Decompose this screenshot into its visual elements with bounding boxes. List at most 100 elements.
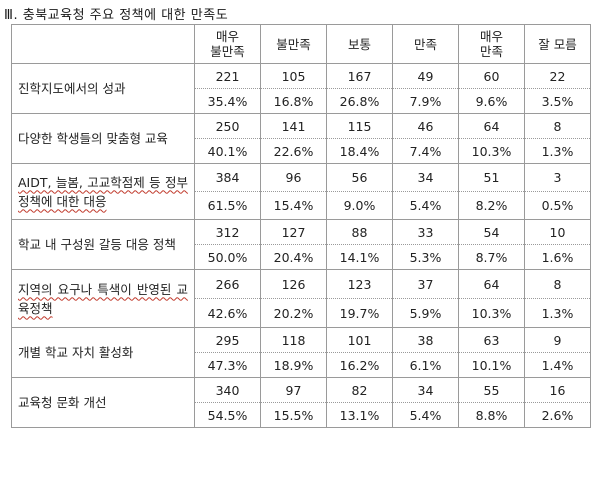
percent-cell: 61.5%: [194, 191, 261, 220]
table-row-count: 개별 학교 자치 활성화 295 118 101 38 63 9: [11, 327, 591, 378]
count-cell: 49: [392, 63, 459, 89]
count-cell: 51: [458, 163, 525, 192]
count-cell: 127: [260, 219, 327, 245]
table-row-percent: 35.4% 16.8% 26.8% 7.9% 9.6% 3.5%: [12, 88, 591, 114]
percent-cell: 10.3%: [458, 138, 525, 164]
percent-cell: 20.2%: [260, 298, 327, 328]
count-cell: 105: [260, 63, 327, 89]
row-label: 진학지도에서의 성과: [18, 81, 126, 96]
count-cell: 60: [458, 63, 525, 89]
table-row-percent: 50.0% 20.4% 14.1% 5.3% 8.7% 1.6%: [12, 244, 591, 270]
count-cell: 101: [326, 327, 393, 353]
percent-cell: 10.3%: [458, 298, 525, 328]
percent-cell: 50.0%: [194, 244, 261, 270]
percent-cell: 5.3%: [392, 244, 459, 270]
header-cell: 매우 불만족: [194, 24, 261, 64]
header-cell: 불만족: [260, 24, 327, 64]
row-label: 학교 내 구성원 갈등 대응 정책: [18, 237, 176, 252]
count-cell: 16: [524, 377, 591, 403]
table-row-count: AIDT, 늘봄, 고교학점제 등 정부 정책에 대한 대응 384 96 56 34 5…: [11, 163, 591, 220]
count-cell: 22: [524, 63, 591, 89]
row-label-cell: 개별 학교 자치 활성화: [11, 327, 195, 378]
percent-cell: 7.4%: [392, 138, 459, 164]
row-label-cell: 교육청 문화 개선: [11, 377, 195, 428]
count-cell: 56: [326, 163, 393, 192]
percent-cell: 5.4%: [392, 402, 459, 428]
count-cell: 96: [260, 163, 327, 192]
table-row-count: 진학지도에서의 성과 221 105 167 49 60 22: [11, 63, 591, 114]
count-cell: 123: [326, 269, 393, 299]
table-row-count: 다양한 학생들의 맞춤형 교육 250 141 115 46 64 8: [11, 113, 591, 164]
count-cell: 55: [458, 377, 525, 403]
percent-cell: 1.3%: [524, 138, 591, 164]
percent-cell: 35.4%: [194, 88, 261, 114]
count-cell: 54: [458, 219, 525, 245]
table-row-percent: 61.5% 15.4% 9.0% 5.4% 8.2% 0.5%: [12, 191, 591, 220]
count-cell: 250: [194, 113, 261, 139]
count-cell: 82: [326, 377, 393, 403]
table-row-percent: 40.1% 22.6% 18.4% 7.4% 10.3% 1.3%: [12, 138, 591, 164]
row-label-cell: 지역의 요구나 특색이 반영된 교육정책: [11, 269, 195, 328]
percent-cell: 42.6%: [194, 298, 261, 328]
percent-cell: 8.2%: [458, 191, 525, 220]
percent-cell: 40.1%: [194, 138, 261, 164]
row-label: 지역의 요구나 특색이 반영된 교육정책: [18, 281, 188, 316]
row-label: AIDT, 늘봄, 고교학점제 등 정부 정책에 대한 대응: [18, 174, 188, 209]
percent-cell: 19.7%: [326, 298, 393, 328]
percent-cell: 5.9%: [392, 298, 459, 328]
table-row-count: 지역의 요구나 특색이 반영된 교육정책 266 126 123 37 64 8: [11, 269, 591, 328]
percent-cell: 16.2%: [326, 352, 393, 378]
count-cell: 10: [524, 219, 591, 245]
count-cell: 33: [392, 219, 459, 245]
count-cell: 118: [260, 327, 327, 353]
count-cell: 37: [392, 269, 459, 299]
percent-cell: 18.4%: [326, 138, 393, 164]
table-row-count: 학교 내 구성원 갈등 대응 정책 312 127 88 33 54 10: [11, 219, 591, 270]
percent-cell: 26.8%: [326, 88, 393, 114]
percent-cell: 18.9%: [260, 352, 327, 378]
count-cell: 384: [194, 163, 261, 192]
count-cell: 34: [392, 163, 459, 192]
percent-cell: 8.7%: [458, 244, 525, 270]
percent-cell: 9.0%: [326, 191, 393, 220]
count-cell: 266: [194, 269, 261, 299]
count-cell: 312: [194, 219, 261, 245]
table-row-percent: 42.6% 20.2% 19.7% 5.9% 10.3% 1.3%: [12, 298, 591, 328]
satisfaction-table: 매우 불만족 불만족 보통 만족 매우 만족 잘 모름 진학지도에서의 성과 22…: [11, 24, 591, 428]
table-row-count: 교육청 문화 개선 340 97 82 34 55 16: [11, 377, 591, 428]
count-cell: 63: [458, 327, 525, 353]
count-cell: 34: [392, 377, 459, 403]
count-cell: 141: [260, 113, 327, 139]
header-cell: 잘 모름: [524, 24, 591, 64]
header-cell: 매우 만족: [458, 24, 525, 64]
percent-cell: 5.4%: [392, 191, 459, 220]
percent-cell: 7.9%: [392, 88, 459, 114]
percent-cell: 22.6%: [260, 138, 327, 164]
row-label: 다양한 학생들의 맞춤형 교육: [18, 131, 168, 146]
count-cell: 88: [326, 219, 393, 245]
percent-cell: 3.5%: [524, 88, 591, 114]
percent-cell: 1.6%: [524, 244, 591, 270]
count-cell: 9: [524, 327, 591, 353]
count-cell: 8: [524, 269, 591, 299]
count-cell: 97: [260, 377, 327, 403]
percent-cell: 47.3%: [194, 352, 261, 378]
percent-cell: 15.4%: [260, 191, 327, 220]
count-cell: 340: [194, 377, 261, 403]
percent-cell: 1.3%: [524, 298, 591, 328]
count-cell: 8: [524, 113, 591, 139]
count-cell: 221: [194, 63, 261, 89]
table-row-percent: 54.5% 15.5% 13.1% 5.4% 8.8% 2.6%: [12, 402, 591, 428]
percent-cell: 14.1%: [326, 244, 393, 270]
count-cell: 115: [326, 113, 393, 139]
header-cell: 만족: [392, 24, 459, 64]
count-cell: 167: [326, 63, 393, 89]
row-label-cell: 진학지도에서의 성과: [11, 63, 195, 114]
count-cell: 3: [524, 163, 591, 192]
count-cell: 126: [260, 269, 327, 299]
percent-cell: 15.5%: [260, 402, 327, 428]
percent-cell: 20.4%: [260, 244, 327, 270]
percent-cell: 10.1%: [458, 352, 525, 378]
count-cell: 295: [194, 327, 261, 353]
